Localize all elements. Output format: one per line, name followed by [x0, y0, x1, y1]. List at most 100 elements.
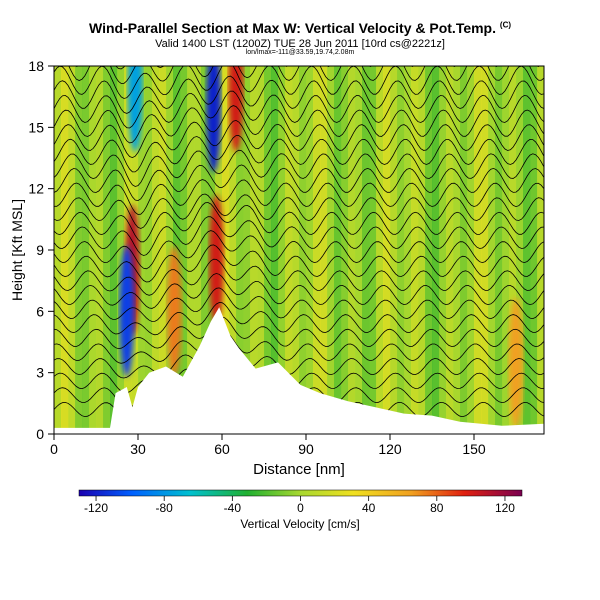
- x-tick-label: 30: [130, 441, 146, 457]
- velocity-column: [159, 66, 167, 434]
- colorbar-tick-label: -40: [224, 501, 242, 515]
- theta-contour-line: [54, 75, 544, 114]
- theta-contour-line: [54, 164, 544, 202]
- velocity-column: [201, 66, 209, 434]
- velocity-column: [411, 66, 419, 434]
- velocity-column: [537, 66, 544, 434]
- theta-contour-line: [54, 202, 544, 243]
- velocity-column: [222, 66, 230, 434]
- velocity-column: [257, 66, 265, 434]
- x-axis-ticks: 0 30 60 90 120 150: [50, 434, 486, 457]
- colorbar-tick-label: -80: [156, 501, 174, 515]
- chart-title: Wind-Parallel Section at Max W: Vertical…: [88, 20, 512, 36]
- velocity-column: [369, 66, 377, 434]
- theta-contour-line: [54, 149, 544, 187]
- velocity-column: [152, 66, 160, 434]
- velocity-column: [236, 66, 244, 434]
- velocity-column: [103, 66, 111, 434]
- velocity-column: [194, 66, 202, 434]
- theta-contour-line: [54, 135, 544, 173]
- velocity-column: [306, 66, 314, 434]
- theta-contour-line: [54, 273, 544, 309]
- velocity-column: [432, 66, 440, 434]
- velocity-column: [278, 66, 286, 434]
- y-axis-ticks: 0 3 6 9 12 15 18: [28, 58, 54, 442]
- updraft-core: [167, 245, 182, 377]
- velocity-column: [362, 66, 370, 434]
- colorbar-tick-label: 120: [495, 501, 515, 515]
- x-tick-label: 60: [214, 441, 230, 457]
- theta-contour-line: [54, 258, 544, 296]
- theta-contour-line: [54, 90, 544, 129]
- x-tick-label: 120: [378, 441, 402, 457]
- colorbar-tick-label: 80: [430, 501, 444, 515]
- x-tick-label: 0: [50, 441, 58, 457]
- colorbar-tick-label: -120: [84, 501, 108, 515]
- info-subtitle: lon/lmax=-111@33.59,19.74,2.08m: [245, 49, 355, 56]
- theta-contour-line: [54, 316, 544, 350]
- y-tick-label: 18: [28, 58, 44, 74]
- y-tick-label: 9: [36, 242, 44, 258]
- velocity-column: [243, 66, 251, 434]
- theta-contour-line: [54, 244, 544, 283]
- theta-contour-line: [54, 345, 544, 379]
- colorbar-ticks: -120 -80 -40 0 40 80 120: [84, 496, 515, 515]
- velocity-column: [418, 66, 426, 434]
- velocity-column: [502, 66, 510, 434]
- velocity-column: [285, 66, 293, 434]
- velocity-column: [61, 66, 69, 434]
- velocity-column: [495, 66, 503, 434]
- theta-contour-line: [54, 302, 544, 336]
- theta-contour-line: [54, 105, 544, 144]
- x-tick-label: 150: [462, 441, 486, 457]
- theta-contour-line: [54, 193, 544, 229]
- velocity-column: [180, 66, 188, 434]
- y-tick-label: 3: [36, 365, 44, 381]
- velocity-column: [460, 66, 468, 434]
- y-tick-label: 6: [36, 303, 44, 319]
- velocity-column: [355, 66, 363, 434]
- colorbar-label: Vertical Velocity [cm/s]: [240, 517, 359, 531]
- velocity-column: [327, 66, 335, 434]
- velocity-column: [110, 66, 118, 434]
- velocity-column: [68, 66, 76, 434]
- velocity-column: [397, 66, 405, 434]
- velocity-column: [404, 66, 412, 434]
- y-tick-label: 0: [36, 426, 44, 442]
- velocity-column: [187, 66, 195, 434]
- velocity-column: [75, 66, 83, 434]
- velocity-column: [488, 66, 496, 434]
- velocity-column: [89, 66, 97, 434]
- velocity-column: [390, 66, 398, 434]
- velocity-column: [82, 66, 90, 434]
- velocity-column: [376, 66, 384, 434]
- theta-contour-line: [54, 119, 544, 159]
- theta-contour-line: [54, 331, 544, 364]
- velocity-column: [481, 66, 489, 434]
- downdraft-core: [206, 66, 221, 173]
- velocity-column: [516, 66, 524, 434]
- colorbar: [78, 489, 523, 497]
- velocity-column: [474, 66, 482, 434]
- velocity-column: [117, 66, 125, 434]
- y-tick-label: 15: [28, 119, 44, 135]
- theta-contour-line: [54, 179, 544, 215]
- downdraft-core: [119, 245, 135, 377]
- velocity-column: [446, 66, 454, 434]
- terrain: [54, 307, 544, 434]
- velocity-column: [439, 66, 447, 434]
- colorbar-tick-label: 0: [297, 501, 304, 515]
- downdraft-core: [127, 66, 143, 152]
- velocity-column: [453, 66, 461, 434]
- x-axis-label: Distance [nm]: [253, 461, 345, 478]
- theta-contour-line: [54, 360, 544, 394]
- velocity-column: [320, 66, 328, 434]
- velocity-column: [229, 66, 237, 434]
- velocity-column: [523, 66, 531, 434]
- theta-contour-line: [75, 66, 541, 70]
- y-axis-label: Height [Kft MSL]: [9, 199, 25, 301]
- theta-contour-line: [54, 287, 544, 322]
- velocity-column: [334, 66, 342, 434]
- velocity-column: [138, 66, 146, 434]
